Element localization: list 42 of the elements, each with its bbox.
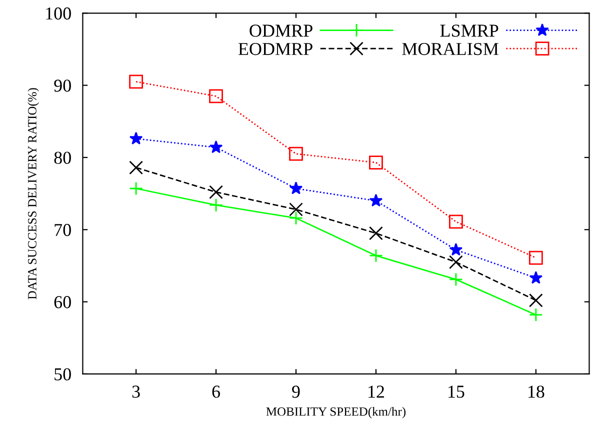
point: [209, 89, 223, 104]
y-tick-label: 70: [54, 224, 71, 236]
point: [448, 214, 463, 229]
y-tick-label: 50: [54, 368, 71, 380]
y-axis-title: DATA SUCCESS DELIVERY RATIO(%): [28, 88, 39, 300]
point: [448, 255, 463, 270]
point: [289, 182, 303, 194]
point: [129, 132, 143, 144]
point: [289, 146, 303, 161]
point: [369, 226, 383, 240]
x-tick-label: 3: [132, 386, 140, 398]
legend-label: ODMRP: [250, 24, 312, 37]
point: [289, 202, 303, 216]
point: [529, 271, 543, 284]
point: [209, 140, 223, 154]
legend-label: MORALISM: [402, 42, 498, 56]
point: [129, 74, 143, 89]
x-tick-label: 18: [528, 386, 544, 398]
y-tick-label: 80: [54, 152, 71, 164]
point: [449, 242, 463, 256]
point: [369, 194, 383, 207]
x-tick-label: 15: [448, 386, 464, 398]
point: [528, 308, 543, 322]
point: [369, 248, 383, 263]
y-tick-label: 90: [54, 80, 71, 92]
point: [528, 293, 543, 308]
point: [129, 160, 143, 175]
x-axis-title: MOBILITY SPEED(km/hr): [266, 407, 406, 418]
x-tick-label: 9: [292, 386, 300, 398]
point: [209, 185, 223, 200]
x-tick-label: 12: [368, 386, 384, 398]
y-tick-label: 100: [46, 7, 71, 20]
y-tick-label: 60: [54, 296, 71, 308]
point: [528, 250, 543, 265]
x-tick-label: 6: [212, 386, 220, 398]
legend-label: LSMRP: [440, 24, 498, 37]
point: [369, 156, 383, 170]
point: [129, 182, 143, 196]
point: [209, 198, 223, 212]
point: [448, 272, 463, 286]
point: [289, 211, 303, 226]
legend-label: EODMRP: [238, 42, 312, 56]
